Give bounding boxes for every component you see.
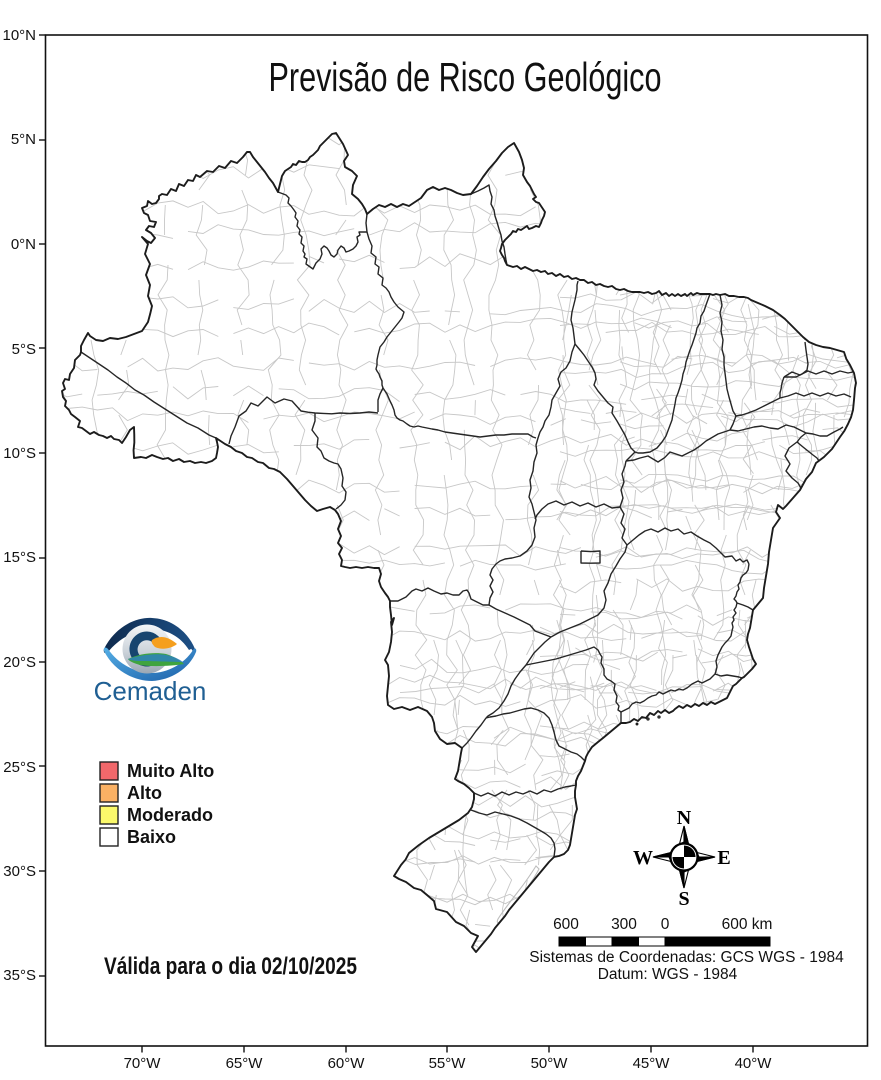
svg-text:S: S: [678, 888, 689, 910]
svg-text:0°N: 0°N: [11, 236, 36, 253]
svg-text:Muito Alto: Muito Alto: [127, 761, 214, 781]
svg-text:50°W: 50°W: [531, 1055, 569, 1072]
svg-text:45°W: 45°W: [633, 1055, 671, 1072]
svg-text:N: N: [677, 807, 692, 829]
svg-text:Alto: Alto: [127, 783, 162, 803]
svg-text:55°W: 55°W: [429, 1055, 467, 1072]
svg-text:65°W: 65°W: [226, 1055, 264, 1072]
svg-text:5°S: 5°S: [12, 341, 36, 358]
svg-text:Baixo: Baixo: [127, 827, 176, 847]
svg-text:Sistemas de Coordenadas: GCS W: Sistemas de Coordenadas: GCS WGS - 1984: [529, 949, 844, 966]
svg-text:70°W: 70°W: [124, 1055, 162, 1072]
svg-text:600: 600: [553, 916, 579, 933]
svg-text:Datum: WGS - 1984: Datum: WGS - 1984: [598, 966, 738, 983]
svg-text:5°N: 5°N: [11, 131, 36, 148]
svg-text:E: E: [717, 847, 730, 869]
svg-text:10°N: 10°N: [2, 27, 36, 44]
svg-text:Moderado: Moderado: [127, 805, 213, 825]
svg-text:40°W: 40°W: [735, 1055, 773, 1072]
svg-text:20°S: 20°S: [3, 654, 36, 671]
svg-text:300: 300: [611, 916, 637, 933]
svg-text:60°W: 60°W: [328, 1055, 366, 1072]
svg-text:10°S: 10°S: [3, 445, 36, 462]
svg-text:0: 0: [661, 916, 670, 933]
svg-text:Válida para o dia 02/10/2025: Válida para o dia 02/10/2025: [104, 953, 357, 980]
svg-text:600 km: 600 km: [722, 916, 773, 933]
svg-text:35°S: 35°S: [3, 967, 36, 984]
svg-text:Previsão de Risco Geológico: Previsão de Risco Geológico: [269, 54, 662, 100]
svg-text:15°S: 15°S: [3, 549, 36, 566]
svg-text:25°S: 25°S: [3, 759, 36, 776]
svg-text:Cemaden: Cemaden: [94, 676, 207, 706]
svg-text:W: W: [633, 847, 653, 869]
svg-text:30°S: 30°S: [3, 863, 36, 880]
